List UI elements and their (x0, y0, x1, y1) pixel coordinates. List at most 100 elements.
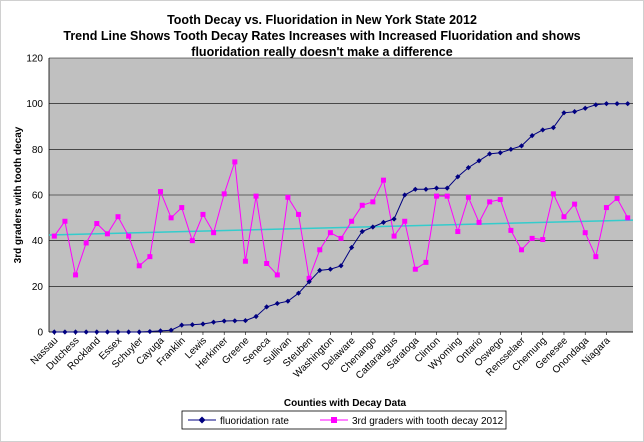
data-point-decay (434, 193, 440, 199)
data-point-decay (242, 258, 248, 264)
data-point-decay (508, 227, 514, 233)
y-tick-label: 80 (32, 145, 44, 156)
data-point-fluoridation (72, 329, 79, 335)
data-point-fluoridation (625, 101, 631, 107)
data-point-decay (157, 189, 163, 195)
data-point-fluoridation (402, 192, 408, 198)
y-tick-label: 0 (37, 328, 43, 339)
data-point-fluoridation (147, 328, 153, 335)
data-point-fluoridation (603, 101, 610, 107)
data-point-fluoridation (338, 263, 344, 269)
data-point-fluoridation (253, 313, 259, 320)
data-point-fluoridation (242, 317, 249, 324)
series-layer (51, 101, 631, 335)
data-point-decay (51, 233, 57, 239)
y-tick-label: 20 (32, 282, 44, 293)
chart-title-line-2: Trend Line Shows Tooth Decay Rates Incre… (63, 29, 580, 43)
data-point-fluoridation (497, 150, 503, 156)
y-tick-label: 40 (32, 236, 44, 247)
data-point-decay (582, 230, 588, 236)
legend: fluoridation rate 3rd graders with tooth… (181, 410, 507, 430)
data-point-fluoridation (614, 101, 620, 107)
data-point-decay (168, 215, 174, 221)
data-point-decay (126, 233, 132, 239)
data-point-decay (104, 231, 110, 237)
data-point-decay (561, 214, 567, 220)
data-point-decay (62, 218, 68, 224)
data-point-fluoridation (572, 109, 578, 115)
data-point-decay (593, 254, 599, 260)
legend-marker-decay (331, 417, 337, 423)
legend-label-decay: 3rd graders with tooth decay 2012 (352, 416, 504, 427)
data-point-fluoridation (487, 151, 493, 157)
data-point-decay (423, 259, 429, 265)
data-point-fluoridation (593, 102, 599, 108)
data-point-fluoridation (189, 322, 195, 328)
data-point-decay (603, 205, 609, 211)
y-axis-ticks: 0 20 40 60 80 100 120 (26, 54, 43, 339)
data-point-decay (572, 201, 578, 207)
data-point-decay (83, 240, 89, 246)
data-point-decay (264, 261, 270, 266)
data-point-fluoridation (540, 127, 546, 133)
y-tick-label: 60 (32, 191, 44, 202)
data-point-decay (370, 199, 376, 205)
data-point-decay (211, 230, 217, 236)
data-point-decay (519, 247, 525, 253)
data-point-fluoridation (370, 224, 376, 230)
data-point-fluoridation (232, 318, 238, 324)
data-point-decay (221, 191, 227, 197)
data-point-decay (402, 218, 408, 224)
data-point-decay (625, 215, 631, 221)
legend-label-fluoridation: fluoridation rate (220, 416, 289, 427)
y-tick-label: 100 (26, 99, 43, 110)
data-point-fluoridation (412, 186, 418, 192)
data-point-fluoridation (529, 133, 535, 139)
data-point-decay (614, 195, 620, 201)
data-point-fluoridation (518, 143, 525, 149)
data-point-fluoridation (359, 228, 365, 235)
chart-title-line-1: Tooth Decay vs. Fluoridation in New York… (167, 13, 477, 27)
data-point-decay (285, 194, 291, 200)
data-point-decay (94, 221, 100, 227)
data-point-decay (327, 230, 333, 236)
data-point-decay (476, 219, 482, 225)
y-axis-title: 3rd graders with tooth decay (13, 126, 24, 263)
data-point-fluoridation (51, 329, 57, 335)
x-axis-title: Counties with Decay Data (284, 398, 407, 409)
data-point-decay (253, 193, 259, 199)
data-point-fluoridation (561, 110, 567, 116)
data-point-fluoridation (83, 329, 89, 335)
data-point-decay (380, 177, 386, 183)
data-point-decay (338, 235, 344, 241)
data-point-fluoridation (221, 318, 227, 324)
data-point-fluoridation (508, 146, 514, 152)
data-point-decay (487, 199, 493, 205)
data-point-decay (317, 247, 323, 253)
data-point-fluoridation (168, 327, 174, 333)
data-point-fluoridation (104, 329, 110, 335)
data-point-fluoridation (210, 319, 217, 325)
data-point-decay (274, 272, 280, 278)
data-point-decay (296, 211, 302, 217)
data-point-fluoridation (550, 125, 556, 131)
data-point-decay (529, 235, 535, 241)
data-point-decay (540, 237, 546, 243)
data-point-fluoridation (306, 279, 312, 285)
data-point-fluoridation (582, 105, 588, 111)
data-point-fluoridation (94, 329, 100, 335)
data-point-decay (200, 211, 206, 217)
data-point-fluoridation (423, 186, 429, 192)
chart-title-line-3: fluoridation really doesn't make a diffe… (191, 45, 452, 59)
data-point-fluoridation (391, 216, 397, 222)
data-point-decay (550, 191, 556, 197)
data-point-fluoridation (285, 298, 291, 304)
data-point-fluoridation (264, 304, 270, 310)
data-point-fluoridation (349, 244, 355, 251)
data-point-decay (444, 193, 450, 199)
trend-line (48, 219, 634, 236)
data-point-decay (465, 194, 471, 200)
data-point-decay (115, 214, 121, 220)
